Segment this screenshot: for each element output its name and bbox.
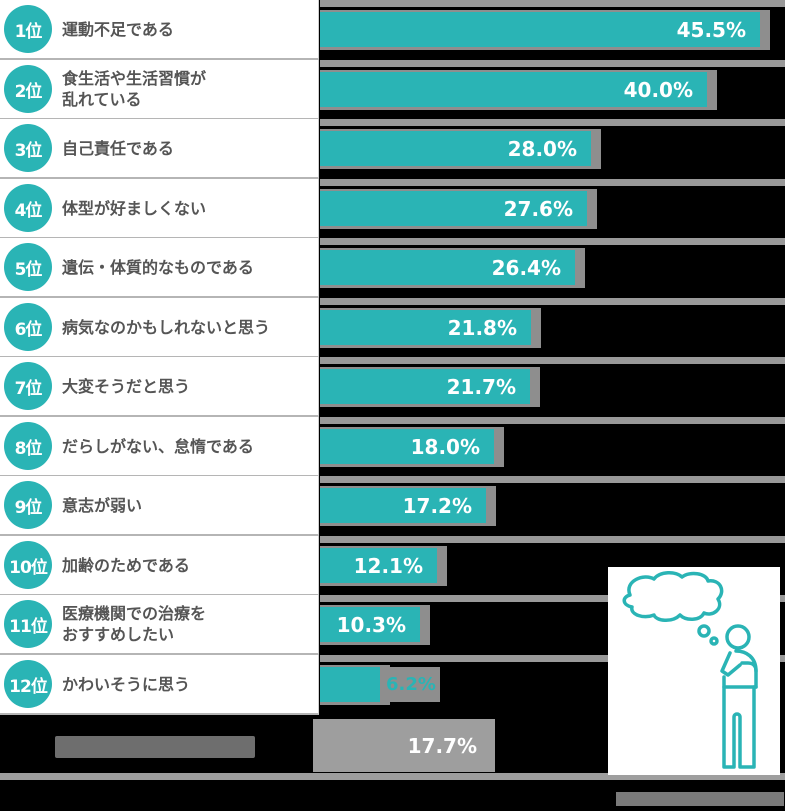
label-cell: 10位 加齢のためである: [0, 536, 319, 596]
row-separator: [320, 536, 785, 543]
chart-row: 11位 医療機関での治療を おすすめしたい 10.3%: [0, 595, 785, 655]
value-label: 18.0%: [410, 434, 480, 459]
other-label: [55, 736, 255, 758]
value-label: 21.8%: [447, 315, 517, 340]
label-cell: 9位 意志が弱い: [0, 476, 319, 536]
label-cell: 8位 だらしがない、怠惰である: [0, 417, 319, 477]
value-label: 40.0%: [623, 77, 693, 102]
value-bar: 12.1%: [320, 548, 437, 583]
chart-row: 8位 だらしがない、怠惰である 18.0%: [0, 417, 785, 477]
label-cell: 7位 大変そうだと思う: [0, 357, 319, 417]
label-cell: 4位 体型が好ましくない: [0, 179, 319, 239]
row-separator: [320, 238, 785, 245]
value-label: 28.0%: [507, 136, 577, 161]
label-cell: 2位 食生活や生活習慣が 乱れている: [0, 60, 319, 120]
value-bar: 27.6%: [320, 191, 587, 226]
value-bar: 21.8%: [320, 310, 531, 345]
rank-badge: 7位: [4, 362, 52, 410]
category-label: 意志が弱い: [62, 495, 143, 515]
chart-row: 7位 大変そうだと思う 21.7%: [0, 357, 785, 417]
category-label: かわいそうに思う: [62, 674, 191, 694]
value-bar: [320, 667, 380, 702]
label-cell: 6位 病気なのかもしれないと思う: [0, 298, 319, 358]
category-label: 医療機関での治療を おすすめしたい: [62, 604, 207, 644]
label-cell: 1位 運動不足である: [0, 0, 319, 60]
rank-badge: 10位: [4, 541, 52, 589]
rank-badge: 2位: [4, 65, 52, 113]
value-bar: 45.5%: [320, 12, 760, 47]
value-bar: 21.7%: [320, 369, 530, 404]
chart-row: 5位 遺伝・体質的なものである 26.4%: [0, 238, 785, 298]
rank-badge: 8位: [4, 422, 52, 470]
value-label: 45.5%: [676, 17, 746, 42]
value-bar: 17.2%: [320, 488, 486, 523]
category-label: 体型が好ましくない: [62, 198, 207, 218]
value-label: 10.3%: [336, 612, 406, 637]
row-separator: [320, 298, 785, 305]
rank-badge: 4位: [4, 184, 52, 232]
label-cell: 11位 医療機関での治療を おすすめしたい: [0, 595, 319, 655]
label-cell: 12位 かわいそうに思う: [0, 655, 319, 715]
category-label: 病気なのかもしれないと思う: [62, 317, 271, 337]
chart-row: 12位 かわいそうに思う 6.2%: [0, 655, 785, 715]
rank-badge: 6位: [4, 303, 52, 351]
value-label: 6.2%: [382, 667, 440, 702]
row-separator: [320, 0, 785, 7]
category-label: 自己責任である: [62, 138, 174, 158]
chart-row: 1位 運動不足である 45.5%: [0, 0, 785, 60]
rank-badge: 12位: [4, 660, 52, 708]
source-caption: [616, 792, 784, 806]
value-bar: 40.0%: [320, 72, 707, 107]
row-separator: [320, 179, 785, 186]
illustration-panel: [608, 567, 780, 775]
category-label: だらしがない、怠惰である: [62, 436, 254, 456]
rank-badge: 1位: [4, 5, 52, 53]
chart-row: 2位 食生活や生活習慣が 乱れている 40.0%: [0, 60, 785, 120]
chart-row: 4位 体型が好ましくない 27.6%: [0, 179, 785, 239]
chart-row: 6位 病気なのかもしれないと思う 21.8%: [0, 298, 785, 358]
value-bar: 28.0%: [320, 131, 591, 166]
value-bar: 10.3%: [320, 607, 420, 642]
value-label: 12.1%: [353, 553, 423, 578]
rank-badge: 11位: [4, 600, 52, 648]
rank-badge: 5位: [4, 243, 52, 291]
row-separator: [320, 357, 785, 364]
value-bar: 18.0%: [320, 429, 494, 464]
row-separator: [320, 417, 785, 424]
other-bar: 17.7%: [313, 719, 495, 772]
value-label: 17.7%: [407, 733, 477, 758]
chart-row: 9位 意志が弱い 17.2%: [0, 476, 785, 536]
row-separator: [320, 60, 785, 67]
category-label: 加齢のためである: [62, 555, 190, 575]
category-label: 食生活や生活習慣が 乱れている: [62, 69, 207, 109]
value-label: 26.4%: [491, 255, 561, 280]
label-cell: 5位 遺伝・体質的なものである: [0, 238, 319, 298]
label-cell: 3位 自己責任である: [0, 119, 319, 179]
other-row: 17.7%: [0, 716, 785, 780]
row-separator: [0, 773, 785, 780]
rank-badge: 3位: [4, 124, 52, 172]
thinking-person-icon: [622, 571, 758, 769]
chart-row: 10位 加齢のためである 12.1%: [0, 536, 785, 596]
rank-badge: 9位: [4, 481, 52, 529]
chart-row: 3位 自己責任である 28.0%: [0, 119, 785, 179]
value-bar: 26.4%: [320, 250, 575, 285]
value-label: 21.7%: [446, 374, 516, 399]
category-label: 運動不足である: [62, 19, 174, 39]
value-label: 17.2%: [402, 493, 472, 518]
value-label: 27.6%: [503, 196, 573, 221]
row-separator: [320, 655, 785, 662]
category-label: 大変そうだと思う: [62, 376, 191, 396]
row-separator: [320, 595, 785, 602]
row-separator: [320, 119, 785, 126]
category-label: 遺伝・体質的なものである: [62, 257, 254, 277]
row-separator: [320, 476, 785, 483]
